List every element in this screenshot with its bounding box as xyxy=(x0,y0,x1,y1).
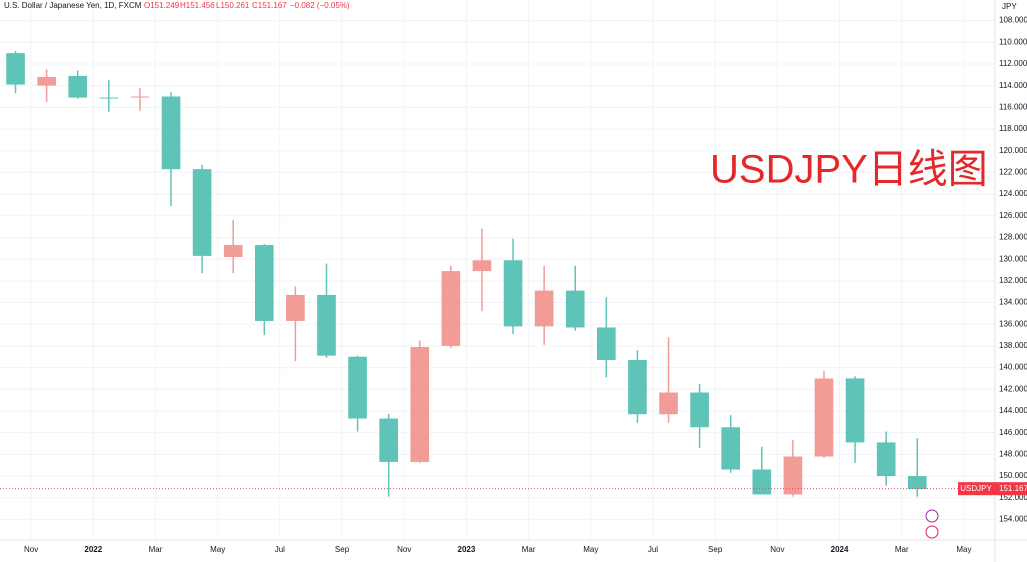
y-tick-label: 152.000 xyxy=(999,493,1027,502)
candle-body xyxy=(130,96,150,98)
y-tick-label: 126.000 xyxy=(999,211,1027,220)
ohlc-high: H151.456 xyxy=(180,1,215,10)
y-tick-label: 130.000 xyxy=(999,254,1027,263)
y-tick-label: 140.000 xyxy=(999,363,1027,372)
candle-body xyxy=(410,346,430,462)
candle-body xyxy=(690,392,709,428)
axis-unit: JPY xyxy=(1002,2,1017,11)
y-tick-label: 142.000 xyxy=(999,384,1027,393)
candle-body xyxy=(68,75,88,98)
y-tick-label: 116.000 xyxy=(999,102,1027,111)
candle-body xyxy=(472,260,492,272)
ohlc-close: C151.167 xyxy=(252,1,287,10)
y-tick-label: 112.000 xyxy=(999,59,1027,68)
x-tick-label: Mar xyxy=(895,545,909,554)
watermark: USDJPY日线图 xyxy=(710,148,988,192)
candle-body xyxy=(99,97,119,99)
candle-body xyxy=(441,271,461,346)
candle-body xyxy=(534,290,554,327)
candle-body xyxy=(845,378,865,443)
x-tick-label: 2022 xyxy=(84,545,102,554)
x-tick-label: May xyxy=(956,545,971,554)
x-tick-label: Nov xyxy=(770,545,784,554)
ohlc-open: O151.249 xyxy=(144,1,180,10)
ohlc-change: −0.082 (−0.05%) xyxy=(290,1,350,10)
y-tick-label: 144.000 xyxy=(999,406,1027,415)
x-tick-label: Mar xyxy=(149,545,163,554)
candle-body xyxy=(503,260,523,327)
x-tick-label: Nov xyxy=(24,545,38,554)
y-tick-label: 138.000 xyxy=(999,341,1027,350)
x-tick-label: Sep xyxy=(335,545,350,554)
y-tick-label: 128.000 xyxy=(999,233,1027,242)
candle-body xyxy=(254,245,274,321)
candles xyxy=(0,50,995,497)
candle-body xyxy=(659,392,678,415)
x-tick-label: Jul xyxy=(275,545,285,554)
candle-body xyxy=(161,96,181,170)
x-tick-label: Mar xyxy=(522,545,536,554)
ohlc-low: L150.261 xyxy=(216,1,250,10)
y-tick-label: 150.000 xyxy=(999,471,1027,480)
candle-body xyxy=(565,290,585,328)
y-tick-label: 120.000 xyxy=(999,146,1027,155)
y-tick-label: 124.000 xyxy=(999,189,1027,198)
candle-body xyxy=(286,294,305,321)
candle-body xyxy=(628,360,647,415)
y-tick-label: 136.000 xyxy=(999,319,1027,328)
event-icon[interactable] xyxy=(925,525,939,539)
x-tick-label: May xyxy=(210,545,225,554)
x-tick-label: 2023 xyxy=(458,545,476,554)
x-tick-label: Jul xyxy=(648,545,658,554)
x-tick-label: 2024 xyxy=(831,545,849,554)
event-icon[interactable] xyxy=(925,509,939,523)
y-tick-label: 122.000 xyxy=(999,168,1027,177)
candle-body xyxy=(317,294,336,356)
x-tick-label: Sep xyxy=(708,545,723,554)
candle-body xyxy=(907,476,927,490)
y-tick-label: 118.000 xyxy=(999,124,1027,133)
y-tick-label: 148.000 xyxy=(999,449,1027,458)
candle-body xyxy=(814,378,834,457)
y-tick-label: 154.000 xyxy=(999,515,1027,524)
candle-body xyxy=(597,327,616,360)
candle-body xyxy=(6,53,25,85)
candle-body xyxy=(876,442,896,477)
candle-body xyxy=(223,245,243,257)
candle-body xyxy=(721,427,741,470)
price-tag xyxy=(958,482,995,496)
y-tick-label: 134.000 xyxy=(999,298,1027,307)
candle-body xyxy=(37,76,56,86)
candle-body xyxy=(379,418,398,462)
candle-body xyxy=(752,469,772,495)
y-tick-label: 146.000 xyxy=(999,428,1027,437)
symbol: U.S. Dollar / Japanese Yen, 1D, FXCM xyxy=(4,1,142,10)
candle-body xyxy=(348,356,367,419)
y-tick-label: 114.000 xyxy=(999,81,1027,90)
y-tick-label: 132.000 xyxy=(999,276,1027,285)
axes: 108.000 110.000 112.000 114.000 116.000 118.0… xyxy=(24,16,1027,554)
y-tick-label: 110.000 xyxy=(999,37,1027,46)
candle-body xyxy=(783,456,803,495)
candle-body xyxy=(192,169,212,256)
x-tick-label: Nov xyxy=(397,545,411,554)
x-tick-label: May xyxy=(583,545,598,554)
price-tag-name: USDJPY xyxy=(960,484,992,493)
price-tag xyxy=(995,482,1027,496)
price-tag-value: 151.167 xyxy=(999,484,1027,493)
y-tick-label: 108.000 xyxy=(999,16,1027,25)
